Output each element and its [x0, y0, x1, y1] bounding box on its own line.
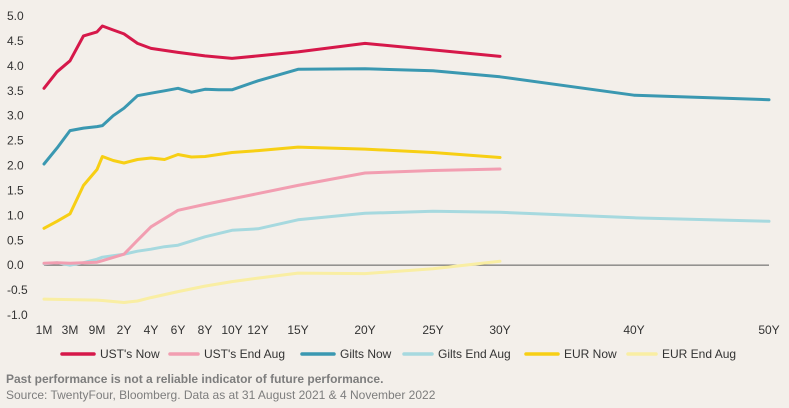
legend: UST's Now UST's End Aug Gilts Now Gilts End… [60, 347, 736, 361]
y-tick-label: -0.5 [7, 283, 28, 297]
y-axis-tick-labels: -1.0 -0.5 0.0 0.5 1.0 1.5 2.0 2.5 3.0 3.5 4.0 4.5 5.… [7, 9, 28, 322]
x-tick-label: 30Y [489, 323, 510, 337]
x-tick-label: 4Y [144, 323, 159, 337]
legend-label: EUR Now [564, 347, 617, 361]
series-line-eur-end-aug [42, 259, 502, 304]
x-axis-tick-labels: 1M 3M 9M 2Y 4Y 6Y 8Y 10Y 12Y 15Y 20Y 25Y 30Y 40Y 50Y [36, 323, 780, 337]
y-tick-label: 1.5 [7, 183, 24, 197]
x-tick-label: 20Y [354, 323, 375, 337]
x-tick-label: 10Y [221, 323, 242, 337]
legend-label: Gilts Now [340, 347, 392, 361]
y-tick-label: -1.0 [7, 308, 28, 322]
y-tick-label: 0.5 [7, 233, 24, 247]
series-line-eur-now [42, 145, 502, 230]
y-tick-label: 4.5 [7, 34, 24, 48]
series-line-gilts-end-aug [42, 209, 771, 267]
series-line-ust-s-now [42, 24, 502, 90]
x-tick-label: 50Y [758, 323, 779, 337]
series-lines [42, 24, 771, 304]
legend-label: UST's Now [100, 347, 160, 361]
x-tick-label: 2Y [117, 323, 132, 337]
legend-label: EUR End Aug [662, 347, 736, 361]
performance-disclaimer: Past performance is not a reliable indic… [6, 372, 384, 386]
x-tick-label: 40Y [623, 323, 644, 337]
legend-label: Gilts End Aug [438, 347, 511, 361]
x-tick-label: 12Y [247, 323, 268, 337]
y-tick-label: 1.0 [7, 208, 24, 222]
y-tick-label: 3.5 [7, 84, 24, 98]
x-tick-label: 9M [89, 323, 106, 337]
legend-label: UST's End Aug [204, 347, 285, 361]
x-tick-label: 8Y [198, 323, 213, 337]
y-tick-label: 5.0 [7, 9, 24, 23]
x-tick-label: 25Y [422, 323, 443, 337]
x-tick-label: 1M [36, 323, 53, 337]
y-tick-label: 0.0 [7, 258, 24, 272]
source-note: Source: TwentyFour, Bloomberg. Data as a… [6, 388, 436, 402]
y-tick-label: 2.5 [7, 134, 24, 148]
x-tick-label: 15Y [287, 323, 308, 337]
x-tick-label: 3M [62, 323, 79, 337]
series-line-ust-s-end-aug [42, 167, 502, 265]
yield-curve-chart: -1.0 -0.5 0.0 0.5 1.0 1.5 2.0 2.5 3.0 3.5 4.0 4.5 5.… [7, 9, 780, 361]
y-tick-label: 4.0 [7, 59, 24, 73]
series-line-gilts-now [42, 67, 771, 166]
x-tick-label: 6Y [171, 323, 186, 337]
y-tick-label: 3.0 [7, 109, 24, 123]
y-tick-label: 2.0 [7, 159, 24, 173]
